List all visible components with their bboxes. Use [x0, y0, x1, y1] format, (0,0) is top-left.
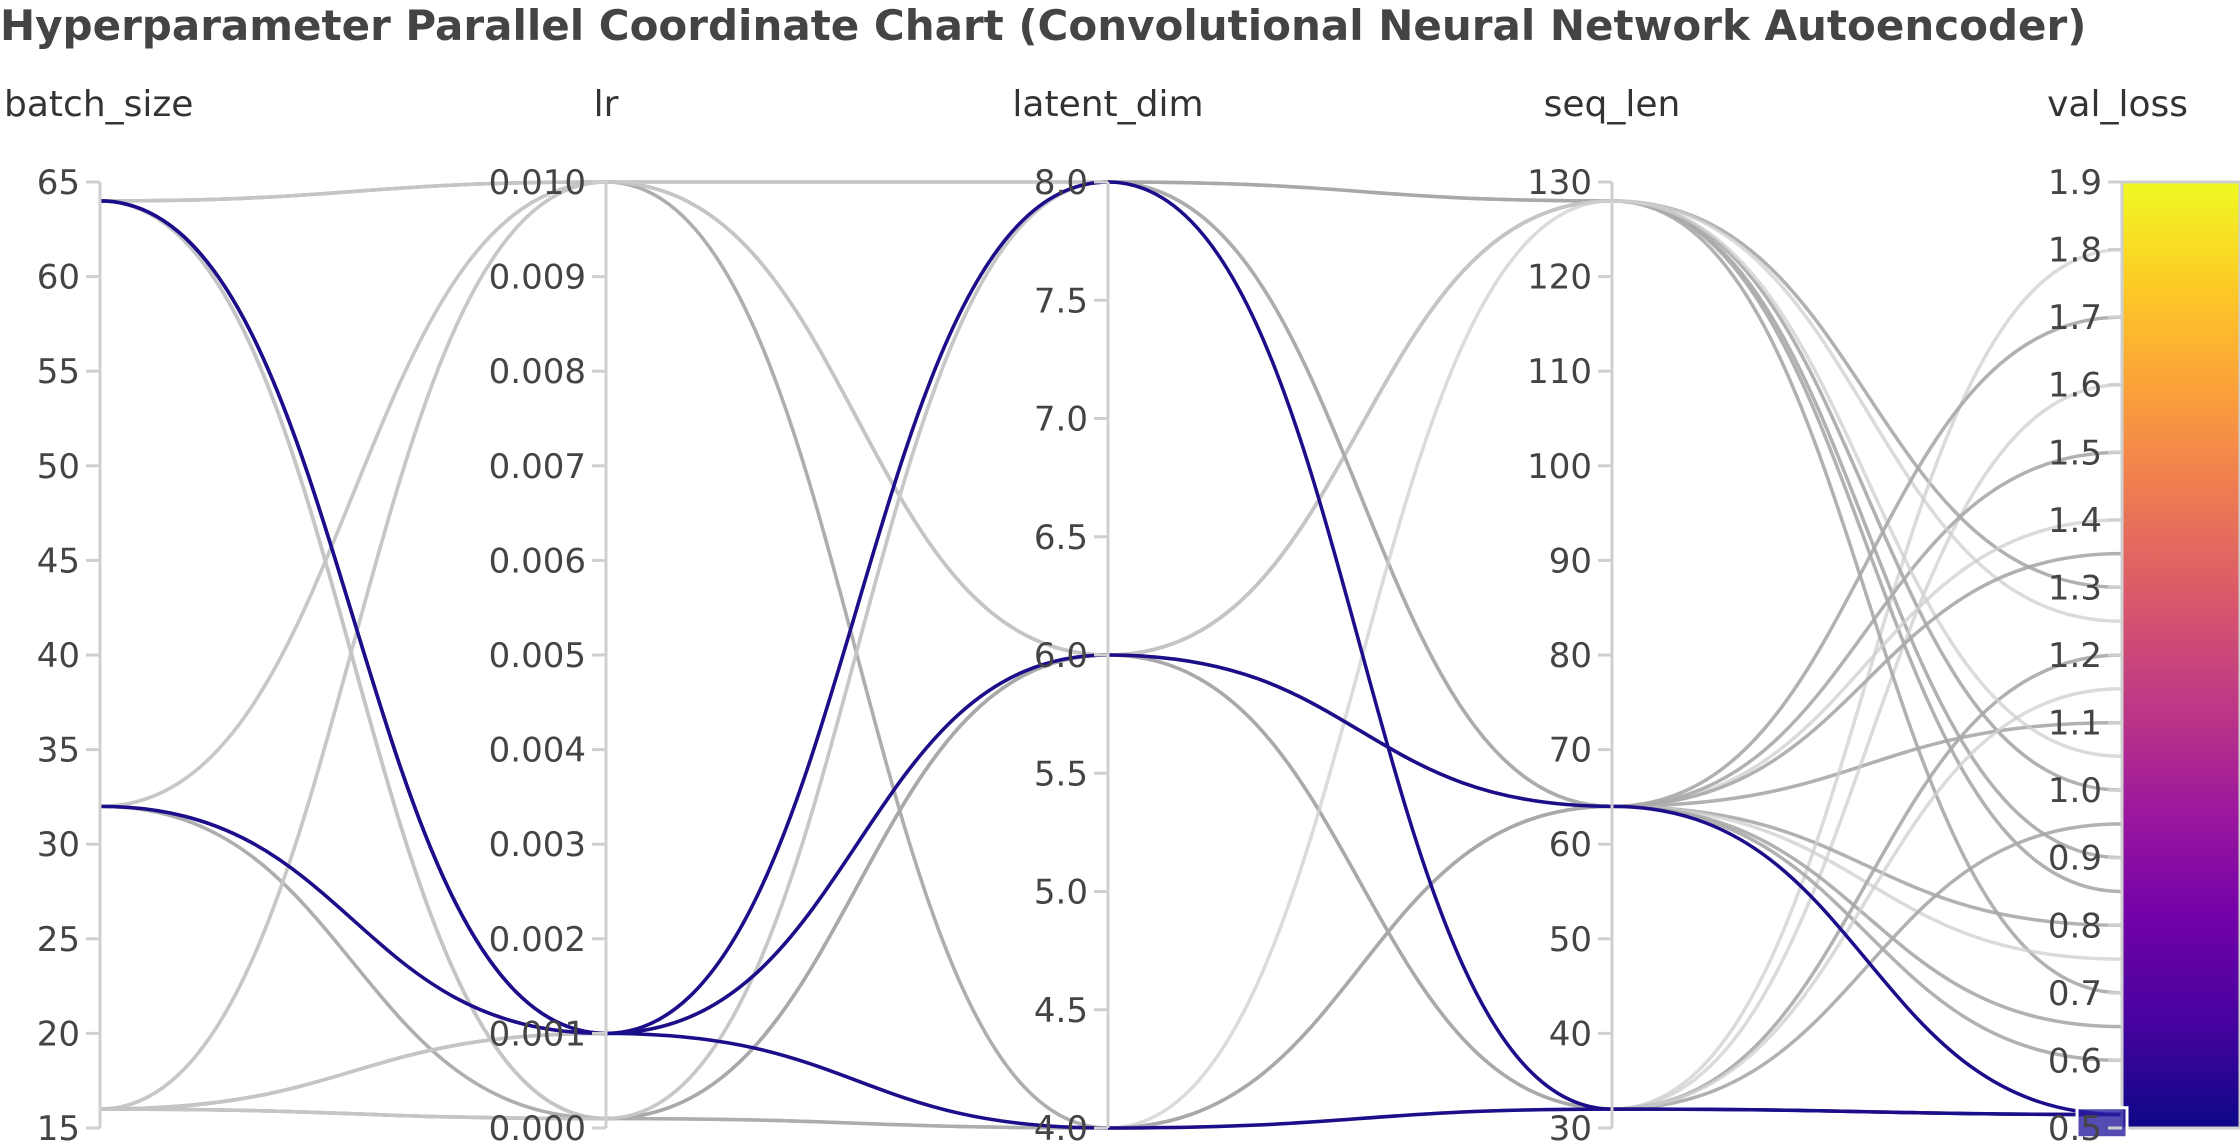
context-run-line	[99, 180, 2123, 860]
tick-label: 0.005	[489, 636, 586, 676]
context-run-line	[99, 180, 2123, 809]
context-run-line	[99, 199, 2123, 1130]
tick-label: 110	[1527, 352, 1592, 392]
selected-run-line	[99, 199, 2123, 1117]
tick-label: 65	[37, 163, 80, 203]
tick-label: 50	[1549, 920, 1592, 960]
tick-label: 7.0	[1034, 400, 1088, 440]
tick-label: 0.006	[489, 541, 586, 581]
axes-layer: 1520253035404550556065batch_size0.0000.0…	[4, 84, 2240, 1148]
tick-label: 1.3	[2048, 568, 2102, 608]
tick-label: 1.1	[2048, 704, 2102, 744]
tick-label: 30	[37, 825, 80, 865]
tick-label: 1.5	[2048, 433, 2102, 473]
axis-batch-size[interactable]: 15 20 25 30 35 40 45 50 55 60 65 batch_size	[4, 84, 193, 1148]
context-run-line	[99, 518, 2123, 1130]
tick-label: 0.002	[489, 920, 586, 960]
tick-label: 1.8	[2048, 231, 2102, 271]
tick-label: 0.8	[2048, 906, 2102, 946]
tick-label: 1.9	[2048, 163, 2102, 203]
tick-label: 50	[37, 447, 80, 487]
tick-label: 80	[1549, 636, 1592, 676]
tick-label: 1.2	[2048, 636, 2102, 676]
tick-label: 30	[1549, 1109, 1592, 1148]
tick-label: 55	[37, 352, 80, 392]
axis-lr[interactable]: 0.000 0.001 0.002 0.003 0.004 0.005 0.006 0.007…	[489, 84, 619, 1148]
tick-label: 6.0	[1034, 636, 1088, 676]
tick-label: 1.4	[2048, 501, 2102, 541]
axis-title: lr	[594, 84, 619, 125]
tick-label: 0.7	[2048, 974, 2102, 1014]
tick-label: 0.000	[489, 1109, 586, 1148]
tick-label: 20	[37, 1014, 80, 1054]
context-run-line	[99, 180, 2123, 1111]
tick-label: 1.0	[2048, 771, 2102, 811]
axis-title: batch_size	[4, 84, 193, 125]
axis-title: latent_dim	[1012, 84, 1203, 125]
tick-label: 0.9	[2048, 839, 2102, 879]
tick-label: 40	[37, 636, 80, 676]
axis-title: seq_len	[1544, 84, 1681, 125]
polylines-layer	[99, 180, 2123, 1130]
chart-title: Hyperparameter Parallel Coordinate Chart…	[0, 1, 2087, 50]
tick-label: 0.007	[489, 447, 586, 487]
tick-label: 0.004	[489, 731, 586, 771]
tick-label: 4.5	[1034, 991, 1088, 1031]
tick-label: 6.5	[1034, 518, 1088, 558]
context-run-line	[99, 199, 2123, 1121]
tick-label: 0.003	[489, 825, 586, 865]
tick-label: 120	[1527, 258, 1592, 298]
tick-label: 0.5	[2048, 1109, 2102, 1148]
tick-label: 45	[37, 541, 80, 581]
tick-label: 5.0	[1034, 873, 1088, 913]
tick-label: 35	[37, 731, 80, 771]
tick-label: 4.0	[1034, 1109, 1088, 1148]
tick-label: 100	[1527, 447, 1592, 487]
tick-label: 15	[37, 1109, 80, 1148]
tick-label: 1.7	[2048, 298, 2102, 338]
tick-label: 0.008	[489, 352, 586, 392]
tick-label: 90	[1549, 541, 1592, 581]
context-run-line	[99, 315, 2123, 1130]
axis-val-loss[interactable]: 0.5 0.6 0.7 0.8 0.9 1.0 1.1 1.2 1.3 1.4 1.5 1.6 1.7 1…	[2047, 84, 2240, 1148]
tick-label: 0.001	[489, 1014, 586, 1054]
val-loss-filter-box[interactable]	[2075, 1106, 2129, 1140]
tick-label: 40	[1549, 1014, 1592, 1054]
tick-label: 0.6	[2048, 1041, 2102, 1081]
tick-label: 0.010	[489, 163, 586, 203]
axis-latent-dim[interactable]: 4.0 4.5 5.0 5.5 6.0 6.5 7.0 7.5 8.0 latent_dim	[1012, 84, 1203, 1148]
context-run-line	[99, 199, 2123, 1130]
tick-label: 7.5	[1034, 281, 1088, 321]
context-run-line	[99, 180, 2123, 809]
tick-label: 1.6	[2048, 366, 2102, 406]
selected-run-line	[99, 804, 2123, 1130]
tick-label: 70	[1549, 731, 1592, 771]
tick-label: 8.0	[1034, 163, 1088, 203]
colorbar	[2120, 180, 2240, 1130]
tick-label: 5.5	[1034, 754, 1088, 794]
tick-label: 130	[1527, 163, 1592, 203]
tick-label: 0.009	[489, 258, 586, 298]
tick-label: 60	[1549, 825, 1592, 865]
tick-label: 60	[37, 258, 80, 298]
axis-title: val_loss	[2047, 84, 2188, 125]
axis-seq-len[interactable]: 30 40 50 60 70 80 90 100 110 120 130 seq_len	[1527, 84, 1680, 1148]
tick-label: 25	[37, 920, 80, 960]
